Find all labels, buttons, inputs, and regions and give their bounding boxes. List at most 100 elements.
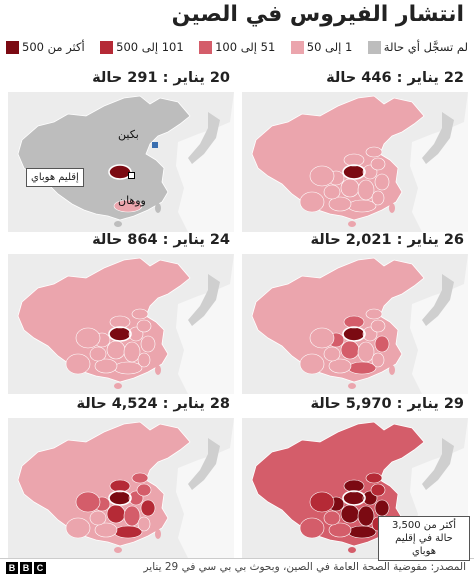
province-shandong <box>365 472 383 484</box>
province-jiangsu <box>370 483 386 497</box>
province-guangdong <box>113 361 143 375</box>
legend-swatch <box>100 40 114 54</box>
map-panel: 24 يناير : 864 حالة <box>8 232 234 394</box>
panel-cases: 4,524 حالة <box>76 396 158 412</box>
province-guangdong <box>347 361 377 375</box>
province-guangxi <box>94 522 118 538</box>
province-jiangxi <box>357 341 375 363</box>
province-guizhou <box>89 510 107 526</box>
province-yunnan <box>65 353 91 375</box>
panel-cases: 864 حالة <box>92 232 158 248</box>
province-sichuan <box>309 327 335 349</box>
province-yunnan <box>299 191 325 213</box>
province-jiangsu <box>370 157 386 171</box>
china-outline <box>17 95 191 221</box>
legend: أكثر من 500 101 إلى 500 51 إلى 100 1 إلى 50… <box>6 40 468 54</box>
legend-item: لم تسجَّل أي حالة <box>367 40 468 54</box>
province-henan <box>109 315 131 329</box>
panel-date: 24 يناير <box>173 232 230 248</box>
province-shandong <box>365 146 383 158</box>
province-henan <box>343 153 365 167</box>
province-yunnan <box>299 353 325 375</box>
panel-date: 28 يناير <box>173 396 230 412</box>
china-map <box>8 92 234 232</box>
footer: B B C المصدر: مفوضية الصحة العامة في الص… <box>0 558 474 577</box>
panel-title: 24 يناير : 864 حالة <box>92 232 230 248</box>
province-zhejiang <box>374 173 390 191</box>
province-hunan <box>340 340 360 360</box>
province-shandong <box>365 308 383 320</box>
province-guangxi <box>328 196 352 212</box>
province-zhejiang <box>140 335 156 353</box>
panel-date: 29 يناير <box>407 396 464 412</box>
legend-swatch <box>199 40 213 54</box>
panel-cases: 291 حالة <box>92 70 158 86</box>
wuhan-label: ووهان <box>118 194 146 207</box>
province-guangdong <box>347 199 377 213</box>
province-jiangsu <box>370 319 386 333</box>
panel-date: 22 يناير <box>407 70 464 86</box>
wuhan-marker <box>128 172 135 179</box>
map-title: انتشار الفيروس في الصين <box>171 2 464 27</box>
panel-date: 26 يناير <box>407 232 464 248</box>
province-shandong <box>131 472 149 484</box>
province-sichuan <box>309 165 335 187</box>
panel-title: 26 يناير : 2,021 حالة <box>310 232 464 248</box>
province-sichuan <box>75 491 101 513</box>
china-map <box>8 418 234 558</box>
province-guangdong <box>347 525 377 539</box>
province-guizhou <box>323 346 341 362</box>
legend-swatch <box>6 40 20 54</box>
legend-swatch <box>290 40 304 54</box>
province-yunnan <box>65 517 91 539</box>
province-jiangxi <box>357 505 375 527</box>
source-note: المصدر: مفوضية الصحة العامة في الصين، وب… <box>143 561 466 573</box>
province-shandong <box>131 308 149 320</box>
map-panel: 28 يناير : 4,524 حالة <box>8 396 234 558</box>
map-panel: 26 يناير : 2,021 حالة <box>242 232 468 394</box>
province-sichuan <box>75 327 101 349</box>
province-fujian <box>137 352 151 368</box>
beijing-label: بكين <box>118 128 139 141</box>
china-map <box>8 254 234 394</box>
province-henan <box>343 479 365 493</box>
province-jiangsu <box>136 319 152 333</box>
province-fujian <box>137 516 151 532</box>
bbc-logo: B B C <box>6 562 46 574</box>
province-fujian <box>371 352 385 368</box>
province-henan <box>343 315 365 329</box>
map-panel: 29 يناير : 5,970 حالة <box>242 396 468 558</box>
province-jiangxi <box>123 505 141 527</box>
province-fujian <box>371 190 385 206</box>
province-hunan <box>106 340 126 360</box>
legend-label: أكثر من 500 <box>22 40 85 54</box>
legend-label: لم تسجَّل أي حالة <box>383 40 468 54</box>
legend-item: 1 إلى 50 <box>290 40 353 54</box>
province-zhejiang <box>374 335 390 353</box>
panel-title: 28 يناير : 4,524 حالة <box>76 396 230 412</box>
province-guizhou <box>323 510 341 526</box>
legend-label: 101 إلى 500 <box>116 40 184 54</box>
province-guizhou <box>89 346 107 362</box>
province-jiangsu <box>136 483 152 497</box>
china-map <box>242 92 468 232</box>
legend-item: 101 إلى 500 <box>100 40 184 54</box>
province-guangdong <box>113 199 143 213</box>
legend-item: أكثر من 500 <box>6 40 85 54</box>
legend-label: 1 إلى 50 <box>306 40 353 54</box>
hubei-label: إقليم هوباي <box>26 168 84 187</box>
province-hunan <box>106 504 126 524</box>
panel-title: 20 يناير : 291 حالة <box>92 70 230 86</box>
province-yunnan <box>299 517 325 539</box>
province-guangxi <box>94 358 118 374</box>
panel-title: 22 يناير : 446 حالة <box>326 70 464 86</box>
panel-cases: 446 حالة <box>326 70 392 86</box>
legend-swatch <box>367 40 381 54</box>
province-sichuan <box>309 491 335 513</box>
china-map <box>242 254 468 394</box>
province-hunan <box>340 178 360 198</box>
panel-cases: 5,970 حالة <box>310 396 392 412</box>
province-jiangxi <box>357 179 375 201</box>
legend-item: 51 إلى 100 <box>199 40 275 54</box>
legend-label: 51 إلى 100 <box>215 40 276 54</box>
